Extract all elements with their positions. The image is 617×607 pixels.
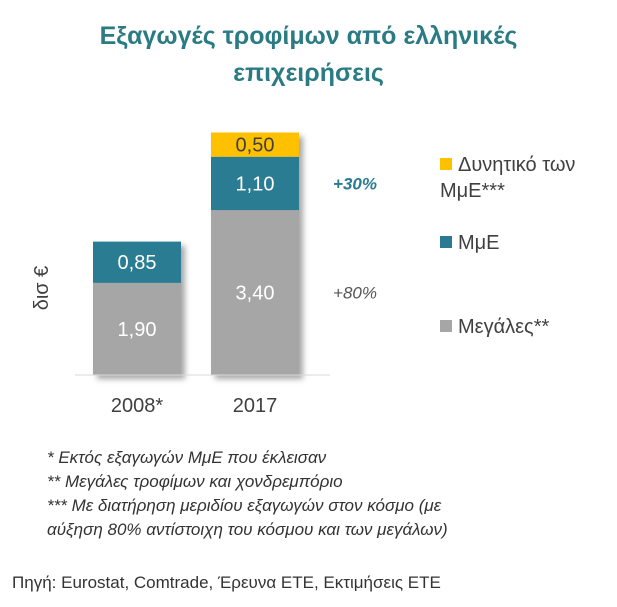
bar-2008-series-1 bbox=[93, 241, 181, 283]
legend-label-large: Μεγάλες** bbox=[458, 316, 550, 338]
x-tick-label-2008: 2008* bbox=[111, 395, 163, 417]
data-label-2008-series-0: 1,90 bbox=[118, 319, 157, 341]
footnotes: * Εκτός εξαγωγών ΜμΕ που έκλεισαν ** Μεγ… bbox=[47, 446, 607, 542]
y-axis-label: δισ € bbox=[31, 266, 53, 311]
data-label-2017-series-0: 3,40 bbox=[236, 283, 275, 305]
bar-2017-series-1 bbox=[211, 156, 299, 211]
bar-stack-2008 bbox=[93, 241, 181, 375]
chart-title: Εξαγωγές τροφίμων από ελληνικές επιχειρή… bbox=[0, 18, 617, 92]
footnote-4: αύξηση 80% αντίστοιχη του κόσμου και των… bbox=[47, 520, 448, 539]
growth-annotation-1: +80% bbox=[333, 284, 377, 303]
footnote-2: ** Μεγάλες τροφίμων και χονδρεμπόριο bbox=[47, 472, 343, 491]
bar-stack-2017 bbox=[211, 132, 299, 375]
legend-label-potential-1: Δυνητικό των bbox=[458, 154, 576, 176]
legend-swatch-potential bbox=[440, 158, 452, 170]
legend-label-potential-2: ΜμΕ*** bbox=[440, 180, 505, 202]
bar-2017-series-2 bbox=[211, 132, 299, 157]
legend-item-large: Μεγάλες** bbox=[440, 314, 549, 340]
chart-title-line-2: επιχειρήσεις bbox=[233, 59, 384, 87]
stacked-bar-chart: 1,90 0,85 2008* 3,40 1,10 0,50 2017 +30% +80% δι… bbox=[31, 132, 377, 417]
legend-label-sme: ΜμΕ bbox=[458, 232, 500, 254]
chart-title-line-1: Εξαγωγές τροφίμων από ελληνικές bbox=[99, 22, 518, 50]
source-note: Πηγή: Eurostat, Comtrade, Έρευνα ΕΤΕ, Εκ… bbox=[12, 573, 441, 592]
data-label-2017-series-2: 0,50 bbox=[236, 135, 275, 157]
growth-annotation-0: +30% bbox=[333, 174, 377, 193]
bar-2008-series-0 bbox=[93, 282, 181, 375]
data-label-2017-series-1: 1,10 bbox=[236, 173, 275, 195]
data-label-2008-series-1: 0,85 bbox=[118, 252, 157, 274]
bar-2017-series-0 bbox=[211, 210, 299, 375]
legend-swatch-sme bbox=[440, 236, 452, 248]
legend-swatch-large bbox=[440, 320, 452, 332]
legend-item-sme: ΜμΕ bbox=[440, 230, 500, 256]
legend-item-potential: Δυνητικό των ΜμΕ*** bbox=[440, 152, 575, 204]
footnote-3: *** Με διατήρηση μεριδίου εξαγωγών στον … bbox=[47, 496, 442, 515]
footnote-1: * Εκτός εξαγωγών ΜμΕ που έκλεισαν bbox=[47, 448, 327, 467]
x-tick-label-2017: 2017 bbox=[233, 395, 278, 417]
